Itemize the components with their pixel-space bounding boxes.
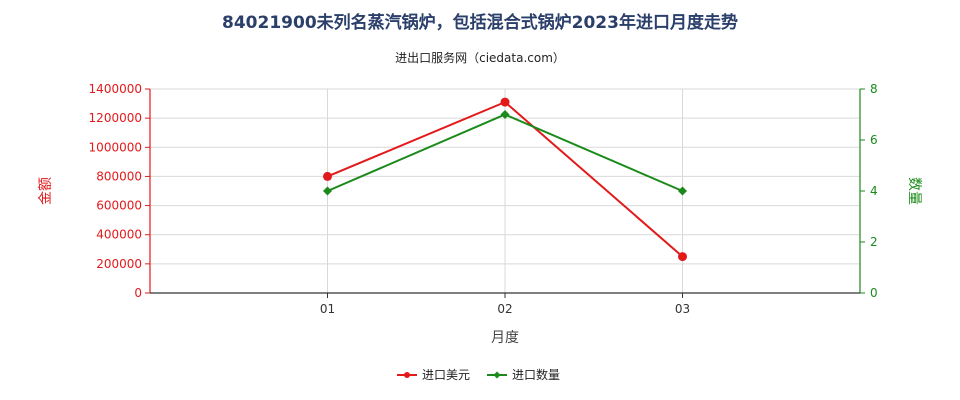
- y-right-tick-label: 6: [870, 133, 878, 147]
- data-point-2: [500, 110, 510, 119]
- y-left-tick-label: 0: [134, 286, 142, 300]
- data-point-1: [678, 252, 687, 262]
- y-right-tick-label: 4: [870, 184, 878, 198]
- y-left-tick-label: 600000: [96, 199, 142, 213]
- data-point-1: [323, 171, 332, 181]
- y-left-tick-label: 1200000: [89, 111, 142, 125]
- y-left-tick-label: 800000: [96, 169, 142, 183]
- legend: 进口美元 进口数量: [397, 367, 560, 382]
- legend-label: 进口美元: [422, 368, 470, 382]
- x-axis-label: 月度: [491, 330, 519, 346]
- tick-labels: 0 200000 400000 600000 800000 1000000 1200000 1…: [89, 82, 878, 316]
- legend-swatch-marker: [404, 372, 410, 378]
- legend-swatch-marker: [493, 371, 501, 379]
- series-layer: [323, 97, 687, 262]
- chart-subtitle: 进出口服务网（ciedata.com）: [395, 51, 565, 65]
- axes: [145, 88, 865, 298]
- y-right-tick-label: 0: [870, 286, 878, 300]
- data-point-1: [500, 97, 510, 107]
- data-point-2: [323, 186, 332, 196]
- y-right-tick-label: 2: [870, 235, 878, 249]
- grid-lines: [150, 88, 861, 293]
- y-left-tick-label: 1400000: [89, 82, 142, 96]
- y-axis-left-label: 金额: [38, 177, 54, 205]
- y-left-tick-label: 200000: [96, 257, 142, 271]
- x-tick-label: 02: [497, 302, 512, 316]
- x-tick-label: 01: [320, 302, 335, 316]
- y-right-tick-label: 8: [870, 82, 878, 96]
- y-axis-right-label: 数量: [906, 177, 922, 205]
- chart-title: 84021900未列名蒸汽锅炉，包括混合式锅炉2023年进口月度走势: [222, 13, 738, 33]
- data-point-2: [678, 186, 687, 196]
- legend-label: 进口数量: [512, 367, 560, 382]
- y-left-tick-label: 400000: [96, 228, 142, 242]
- y-left-tick-label: 1000000: [89, 140, 142, 154]
- x-tick-label: 03: [675, 302, 690, 316]
